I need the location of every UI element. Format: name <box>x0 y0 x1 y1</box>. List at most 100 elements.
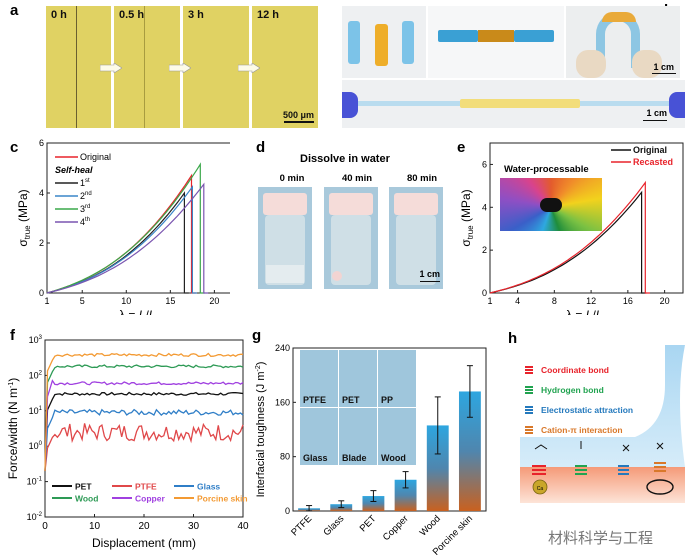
legend-label: Copper <box>135 494 165 504</box>
x-tick-label: 30 <box>188 521 200 532</box>
bond-legend-item: Coordinate bond <box>525 365 609 375</box>
x-tick-label: PET <box>358 513 379 534</box>
x-tick-label: 40 <box>237 521 249 532</box>
panel-label-g: g <box>252 327 262 344</box>
x-tick-label: 12 <box>586 296 596 306</box>
bar-wood <box>426 425 449 511</box>
arrow-right-icon <box>238 63 260 73</box>
chart-g-interfacial-toughness: 0 80 160 240 Interfacial toughness (J m-2) PT… <box>255 343 487 558</box>
scale-bar-label: 1 cm <box>419 269 440 279</box>
tile-label: PET <box>342 395 360 405</box>
plot-frame <box>292 347 487 512</box>
legend-label: 2nd <box>80 191 92 201</box>
legend-label: Glass <box>197 482 220 492</box>
bond-swatch-icon <box>525 406 533 414</box>
y-tick-label: 240 <box>275 343 290 353</box>
y-tick-label: 80 <box>280 452 290 462</box>
x-tick-label: 16 <box>623 296 633 306</box>
legend-label: 4th <box>80 217 90 227</box>
x-axis-label: λ = L/L0 <box>566 308 607 315</box>
x-tick-label: 5 <box>80 296 85 306</box>
series-line-original <box>46 173 196 294</box>
panel-label-e: e <box>457 139 466 156</box>
y-tick-label: 0 <box>482 288 487 298</box>
legend-label: PTFE <box>135 482 157 492</box>
x-tick-label: 10 <box>121 296 131 306</box>
panel-d-title: Dissolve in water <box>300 153 390 165</box>
tile-label: Wood <box>381 453 406 463</box>
vial-photo <box>324 187 378 289</box>
legend-label: Original <box>633 145 667 155</box>
series-line-copper <box>44 379 244 472</box>
watermark: 材料科学与工程 <box>548 530 654 547</box>
series-line-ptfe <box>44 422 244 472</box>
y-tick-label: 160 <box>275 397 290 407</box>
y-tick-label: 101 <box>29 406 43 416</box>
vial-time-label: 0 min <box>279 173 305 184</box>
y-tick-label: 6 <box>39 138 44 148</box>
x-tick-label: Wood <box>418 513 443 538</box>
y-tick-label: 6 <box>482 159 487 169</box>
frame-time-label: 0 h <box>51 9 67 21</box>
panel-label-h: h <box>508 330 518 347</box>
y-tick-label: 4 <box>39 188 44 198</box>
series-line-pet <box>44 391 244 472</box>
legend-label: Wood <box>75 494 98 504</box>
inset-photo-tile: Wood <box>378 408 416 465</box>
tile-label: Blade <box>342 453 367 463</box>
x-tick-label: 20 <box>209 296 219 306</box>
bond-legend-label: Electrostatic attraction <box>541 405 634 415</box>
vial-time-label: 40 min <box>341 173 373 184</box>
series-line-3rd <box>46 162 205 294</box>
bond-legend-label: Coordinate bond <box>541 365 609 375</box>
plot-frame <box>46 142 230 294</box>
y-axis-label: σtrue (MPa) <box>459 189 475 246</box>
inset-photo-tile: PP <box>378 350 416 407</box>
legend-label: PET <box>75 482 92 492</box>
frame-time-label: 0.5 h <box>119 9 145 21</box>
photo-bent-strip: 1 cm <box>566 6 680 78</box>
x-tick-label: 10 <box>89 521 101 532</box>
series-line-1st <box>46 191 189 294</box>
y-axis-label: Force/width (N m-1) <box>6 378 20 480</box>
bond-swatch-icon <box>525 386 533 394</box>
inset-photo-tile: PTFE <box>300 350 338 407</box>
micrograph-frame: 12 h 500 μm <box>252 6 318 128</box>
scale-bar-label: 1 cm <box>646 108 667 118</box>
y-tick-label: 10-2 <box>27 512 43 522</box>
plot-frame <box>489 142 684 294</box>
x-tick-label: 20 <box>138 521 150 532</box>
panel-label-d: d <box>256 139 266 156</box>
y-tick-label: 0 <box>39 288 44 298</box>
photo-separate-pieces <box>342 6 426 78</box>
x-tick-label: 15 <box>165 296 175 306</box>
legend-label: Original <box>80 152 111 162</box>
inset-photo-tile: PET <box>339 350 377 407</box>
x-tick-label: 0 <box>42 521 48 532</box>
chart-e-stress-strain: 1 4 8 12 16 20 0 2 4 6 λ = L/L0 σtrue (MPa) Original… <box>459 142 684 315</box>
x-tick-label: 1 <box>487 296 492 306</box>
scale-bar-label: 500 μm <box>282 110 314 120</box>
legend-heading: Self-heal <box>55 165 93 175</box>
scale-bar-label: 1 cm <box>653 62 674 72</box>
bond-legend-item: Electrostatic attraction <box>525 405 633 415</box>
legend-label: Porcine skin <box>197 494 248 504</box>
x-tick-label: Copper <box>381 513 411 543</box>
inset-photo-tile: Glass <box>300 408 338 465</box>
vial-photo <box>258 187 312 289</box>
x-tick-label: 1 <box>44 296 49 306</box>
series-line-4th <box>46 182 209 294</box>
y-tick-label: 4 <box>482 202 487 212</box>
x-tick-label: 20 <box>660 296 670 306</box>
photo-stretched-strip: 1 cm <box>342 80 685 128</box>
tile-label: PP <box>381 395 394 405</box>
bond-legend-label: Hydrogen bond <box>541 385 604 395</box>
y-tick-label: 100 <box>29 441 43 451</box>
x-axis-label: Displacement (mm) <box>92 536 196 550</box>
x-axis-label: λ = L/L0 <box>119 308 160 315</box>
y-tick-label: 0 <box>285 506 290 516</box>
series-line-wood <box>44 364 244 472</box>
y-tick-label: 2 <box>39 238 44 248</box>
bond-swatch-icon <box>525 366 533 374</box>
y-tick-label: 103 <box>29 335 43 345</box>
